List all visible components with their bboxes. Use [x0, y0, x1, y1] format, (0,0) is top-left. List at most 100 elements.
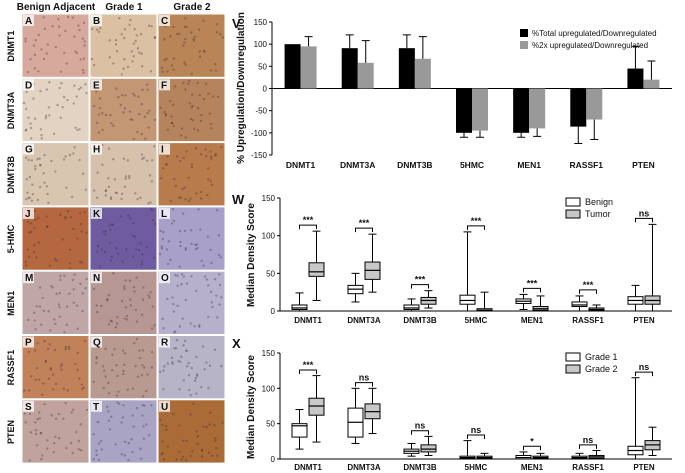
- cell-nucleus: [39, 128, 43, 131]
- cell-nucleus: [40, 137, 43, 140]
- cell-nucleus: [188, 388, 191, 392]
- box: [420, 444, 437, 453]
- cell-nucleus: [114, 325, 118, 329]
- cell-nucleus: [92, 380, 95, 384]
- cell-nucleus: [120, 197, 123, 201]
- cell-nucleus: [167, 240, 171, 243]
- cell-nucleus: [101, 128, 104, 132]
- cell-nucleus: [103, 250, 107, 254]
- cell-nucleus: [127, 458, 130, 462]
- cell-nucleus: [74, 126, 77, 129]
- cell-nucleus: [62, 387, 65, 390]
- cell-nucleus: [178, 388, 181, 391]
- cell-nucleus: [37, 241, 40, 244]
- cell-nucleus: [79, 58, 82, 61]
- cell-nucleus: [133, 28, 136, 31]
- cell-nucleus: [63, 331, 66, 334]
- cell-nucleus: [136, 197, 139, 201]
- cell-nucleus: [62, 417, 65, 421]
- cell-nucleus: [220, 296, 223, 299]
- cell-nucleus: [175, 155, 179, 158]
- cell-nucleus: [122, 369, 125, 373]
- cell-nucleus: [46, 43, 49, 46]
- cell-nucleus: [210, 261, 213, 265]
- cell-nucleus: [34, 328, 37, 331]
- cell-nucleus: [161, 423, 164, 427]
- cell-nucleus: [219, 33, 222, 36]
- row-label: DNMT1: [6, 31, 16, 62]
- cell-nucleus: [178, 424, 181, 427]
- cell-nucleus: [38, 417, 42, 420]
- cell-nucleus: [28, 175, 32, 179]
- cell-nucleus: [189, 197, 192, 200]
- y-tick-label: 50: [266, 269, 275, 278]
- cell-nucleus: [210, 157, 213, 160]
- significance-label: ns: [415, 421, 426, 431]
- cell-nucleus: [215, 23, 219, 26]
- cell-nucleus: [33, 165, 37, 168]
- cell-nucleus: [54, 45, 58, 49]
- cell-nucleus: [33, 349, 37, 352]
- cell-nucleus: [81, 37, 85, 40]
- cell-nucleus: [148, 296, 151, 299]
- cell-nucleus: [44, 360, 47, 363]
- significance-bracket: [411, 284, 429, 289]
- cell-nucleus: [90, 57, 94, 61]
- cell-nucleus: [134, 192, 137, 195]
- cell-nucleus: [27, 116, 30, 119]
- cell-nucleus: [92, 457, 95, 461]
- cell-nucleus: [37, 378, 41, 381]
- cell-nucleus: [79, 260, 82, 264]
- cell-nucleus: [47, 201, 50, 205]
- cell-nucleus: [38, 305, 42, 308]
- cell-nucleus: [140, 260, 144, 263]
- significance-label: *: [530, 436, 534, 446]
- cell-nucleus: [34, 218, 37, 221]
- cell-nucleus: [59, 274, 62, 278]
- cell-nucleus: [165, 57, 168, 61]
- cell-nucleus: [57, 437, 61, 440]
- cell-nucleus: [158, 253, 162, 256]
- cell-nucleus: [185, 25, 188, 29]
- cell-nucleus: [204, 82, 208, 86]
- cell-nucleus: [138, 112, 141, 116]
- cell-nucleus: [215, 209, 219, 212]
- significance-bracket: [635, 371, 653, 377]
- cell-nucleus: [83, 44, 86, 47]
- cell-nucleus: [102, 369, 106, 372]
- cell-nucleus: [68, 266, 72, 270]
- cell-nucleus: [179, 159, 182, 163]
- cell-nucleus: [100, 304, 103, 308]
- cell-nucleus: [71, 408, 75, 411]
- cell-nucleus: [218, 303, 221, 306]
- cell-nucleus: [216, 454, 219, 457]
- panel-letter: U: [161, 402, 168, 413]
- cell-nucleus: [150, 366, 154, 369]
- cell-nucleus: [209, 180, 213, 183]
- cell-nucleus: [124, 175, 128, 178]
- cell-nucleus: [30, 159, 34, 162]
- cell-nucleus: [114, 191, 117, 194]
- cell-nucleus: [209, 150, 212, 153]
- significance-label: ***: [359, 218, 370, 228]
- cell-nucleus: [81, 292, 85, 295]
- significance-bracket: [579, 289, 597, 294]
- cell-nucleus: [150, 180, 154, 183]
- panel-letter-bg: [91, 207, 102, 219]
- cell-nucleus: [45, 185, 49, 188]
- x-tick-label: DNMT1: [286, 160, 316, 170]
- legend-swatch: [565, 209, 581, 219]
- cell-nucleus: [187, 79, 191, 83]
- cell-nucleus: [163, 110, 166, 114]
- cell-nucleus: [140, 153, 144, 156]
- cell-nucleus: [40, 48, 43, 51]
- cell-nucleus: [153, 36, 157, 40]
- cell-nucleus: [199, 153, 203, 156]
- cell-nucleus: [132, 92, 135, 95]
- cell-nucleus: [54, 322, 57, 326]
- cell-nucleus: [120, 453, 123, 456]
- cell-nucleus: [123, 185, 127, 188]
- row-label: DNMT3B: [6, 156, 16, 194]
- cell-nucleus: [48, 342, 51, 346]
- cell-nucleus: [179, 240, 182, 244]
